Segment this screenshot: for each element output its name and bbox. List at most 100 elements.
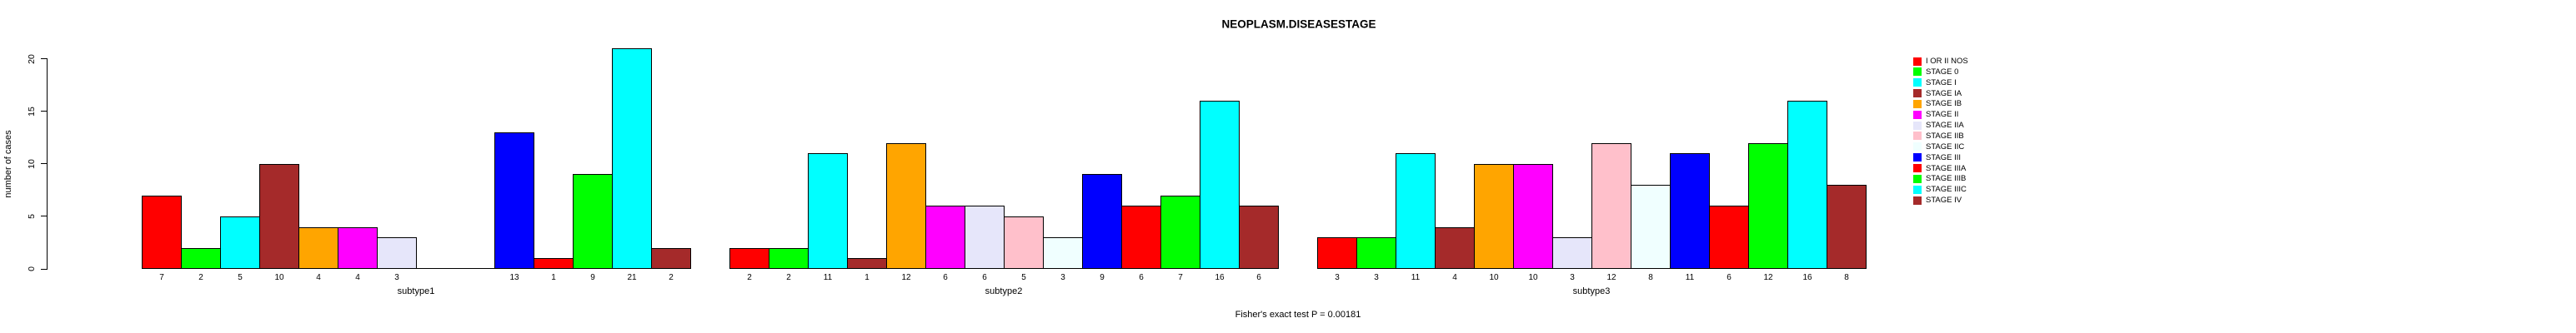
legend-swatch: [1913, 196, 1922, 205]
legend-swatch: [1913, 164, 1922, 172]
y-tick-label: 20: [27, 53, 37, 64]
legend-swatch: [1913, 89, 1922, 98]
bar-value-label: 13: [509, 273, 519, 282]
bar: [1748, 143, 1788, 269]
bar-value-label: 4: [316, 273, 321, 282]
bar-value-label: 3: [1374, 273, 1379, 282]
bar: [612, 48, 652, 269]
legend-row: STAGE I: [1913, 78, 1957, 87]
bar-value-label: 4: [355, 273, 360, 282]
bar: [1591, 143, 1631, 269]
bar: [1004, 216, 1044, 269]
y-tick-mark: [41, 111, 48, 112]
bar: [1200, 101, 1240, 269]
y-tick-label: 0: [27, 266, 37, 271]
bar-value-label: 3: [1060, 273, 1065, 282]
bar-value-label: 8: [1844, 273, 1849, 282]
bar-value-label: 12: [1606, 273, 1616, 282]
bar-value-label: 11: [1411, 273, 1421, 282]
legend-row: STAGE IV: [1913, 196, 1962, 205]
legend-row: STAGE IIIB: [1913, 174, 1966, 183]
legend-swatch: [1913, 153, 1922, 162]
legend-label: STAGE IA: [1926, 88, 1962, 98]
bar: [1435, 227, 1475, 269]
bar-value-label: 7: [159, 273, 164, 282]
legend-swatch: [1913, 110, 1922, 119]
legend-swatch: [1913, 174, 1922, 183]
bar: [534, 258, 574, 269]
group-label: subtype3: [1572, 286, 1611, 296]
legend-row: STAGE IIIA: [1913, 164, 1966, 173]
legend-swatch: [1913, 57, 1922, 66]
legend-label: STAGE I: [1926, 77, 1957, 87]
bar: [1513, 164, 1553, 269]
bar-value-label: 10: [1528, 273, 1538, 282]
bar-value-label: 6: [943, 273, 948, 282]
bar-value-label: 2: [669, 273, 674, 282]
bar: [494, 132, 534, 269]
bar: [1631, 185, 1671, 269]
y-tick-label: 5: [27, 213, 37, 219]
bar-value-label: 11: [1685, 273, 1695, 282]
bar: [1474, 164, 1514, 269]
bar-value-label: 10: [1489, 273, 1499, 282]
legend-label: STAGE II: [1926, 110, 1959, 120]
bar-value-label: 12: [1763, 273, 1773, 282]
legend-label: STAGE 0: [1926, 67, 1959, 77]
legend-row: STAGE IIB: [1913, 132, 1964, 141]
bar: [142, 196, 182, 269]
y-axis-line: [47, 59, 48, 270]
legend-swatch: [1913, 67, 1922, 77]
bar-value-label: 7: [1178, 273, 1183, 282]
bar-value-label: 3: [1335, 273, 1340, 282]
bar-value-label: 12: [901, 273, 911, 282]
bar-value-label: 1: [551, 273, 556, 282]
bar: [1160, 196, 1200, 269]
bar: [769, 248, 809, 269]
bar-value-label: 4: [1452, 273, 1457, 282]
legend-row: STAGE 0: [1913, 67, 1958, 77]
bar-value-label: 3: [394, 273, 399, 282]
y-tick-mark: [41, 58, 48, 60]
bar-value-label: 6: [1256, 273, 1261, 282]
group-label: subtype2: [985, 286, 1023, 296]
bar: [1709, 206, 1749, 269]
bar: [1396, 153, 1436, 269]
legend-row: STAGE IIIC: [1913, 185, 1967, 194]
y-axis-label: number of cases: [3, 130, 13, 198]
y-tick-label: 10: [27, 158, 37, 169]
legend-swatch: [1913, 121, 1922, 130]
legend-row: STAGE III: [1913, 153, 1961, 162]
bar-value-label: 6: [1139, 273, 1144, 282]
legend-label: STAGE IB: [1926, 99, 1962, 109]
bar-value-label: 11: [823, 273, 833, 282]
bar: [338, 227, 378, 269]
zero-height-bar: [455, 268, 495, 269]
bar: [886, 143, 926, 269]
bar-value-label: 9: [1100, 273, 1105, 282]
bar-value-label: 16: [1215, 273, 1225, 282]
bar-value-label: 5: [1021, 273, 1026, 282]
bar: [1552, 237, 1592, 269]
legend-label: STAGE IIB: [1926, 131, 1964, 141]
legend-label: STAGE III: [1926, 152, 1962, 162]
legend-label: STAGE IV: [1926, 196, 1962, 206]
bar: [1082, 174, 1122, 269]
legend-row: STAGE IB: [1913, 99, 1962, 108]
legend-swatch: [1913, 185, 1922, 194]
legend-label: STAGE IIIB: [1926, 174, 1967, 184]
bar-value-label: 2: [747, 273, 752, 282]
legend-label: STAGE IIA: [1926, 121, 1964, 131]
legend-label: I OR II NOS: [1926, 57, 1968, 66]
bar: [181, 248, 221, 269]
bar-value-label: 3: [1570, 273, 1575, 282]
bar-value-label: 6: [982, 273, 987, 282]
zero-height-bar: [416, 268, 456, 269]
legend-swatch: [1913, 142, 1922, 152]
bar: [259, 164, 299, 269]
legend-swatch: [1913, 99, 1922, 108]
legend-row: STAGE II: [1913, 110, 1958, 119]
bar: [1356, 237, 1396, 269]
bar: [925, 206, 965, 269]
